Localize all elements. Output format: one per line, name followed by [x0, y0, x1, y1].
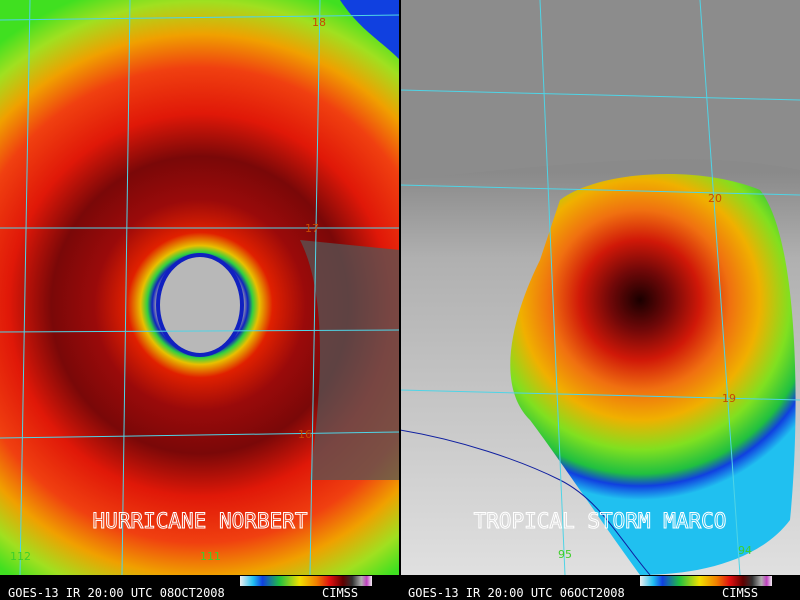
lon-label: 111 — [200, 550, 221, 563]
lon-label: 112 — [10, 550, 31, 563]
caption: GOES-13 IR 20:00 UTC 06OCT2008 — [408, 586, 625, 600]
lat-label: 19 — [722, 392, 736, 405]
lat-label: 20 — [708, 192, 722, 205]
storm-title: HURRICANE NORBERT — [93, 509, 308, 533]
lat-label: 18 — [312, 16, 326, 29]
norbert-image — [0, 0, 400, 575]
lat-label: 17 — [305, 222, 319, 235]
storm-title: TROPICAL STORM MARCO — [474, 509, 727, 533]
color-scale — [640, 576, 772, 586]
caption: GOES-13 IR 20:00 UTC 08OCT2008 — [8, 586, 225, 600]
marco-image — [400, 0, 800, 575]
lon-label: 94 — [738, 544, 752, 557]
credit: CIMSS — [722, 586, 758, 600]
color-scale — [240, 576, 372, 586]
lat-label: 16 — [298, 428, 312, 441]
credit: CIMSS — [322, 586, 358, 600]
lon-label: 95 — [558, 548, 572, 561]
